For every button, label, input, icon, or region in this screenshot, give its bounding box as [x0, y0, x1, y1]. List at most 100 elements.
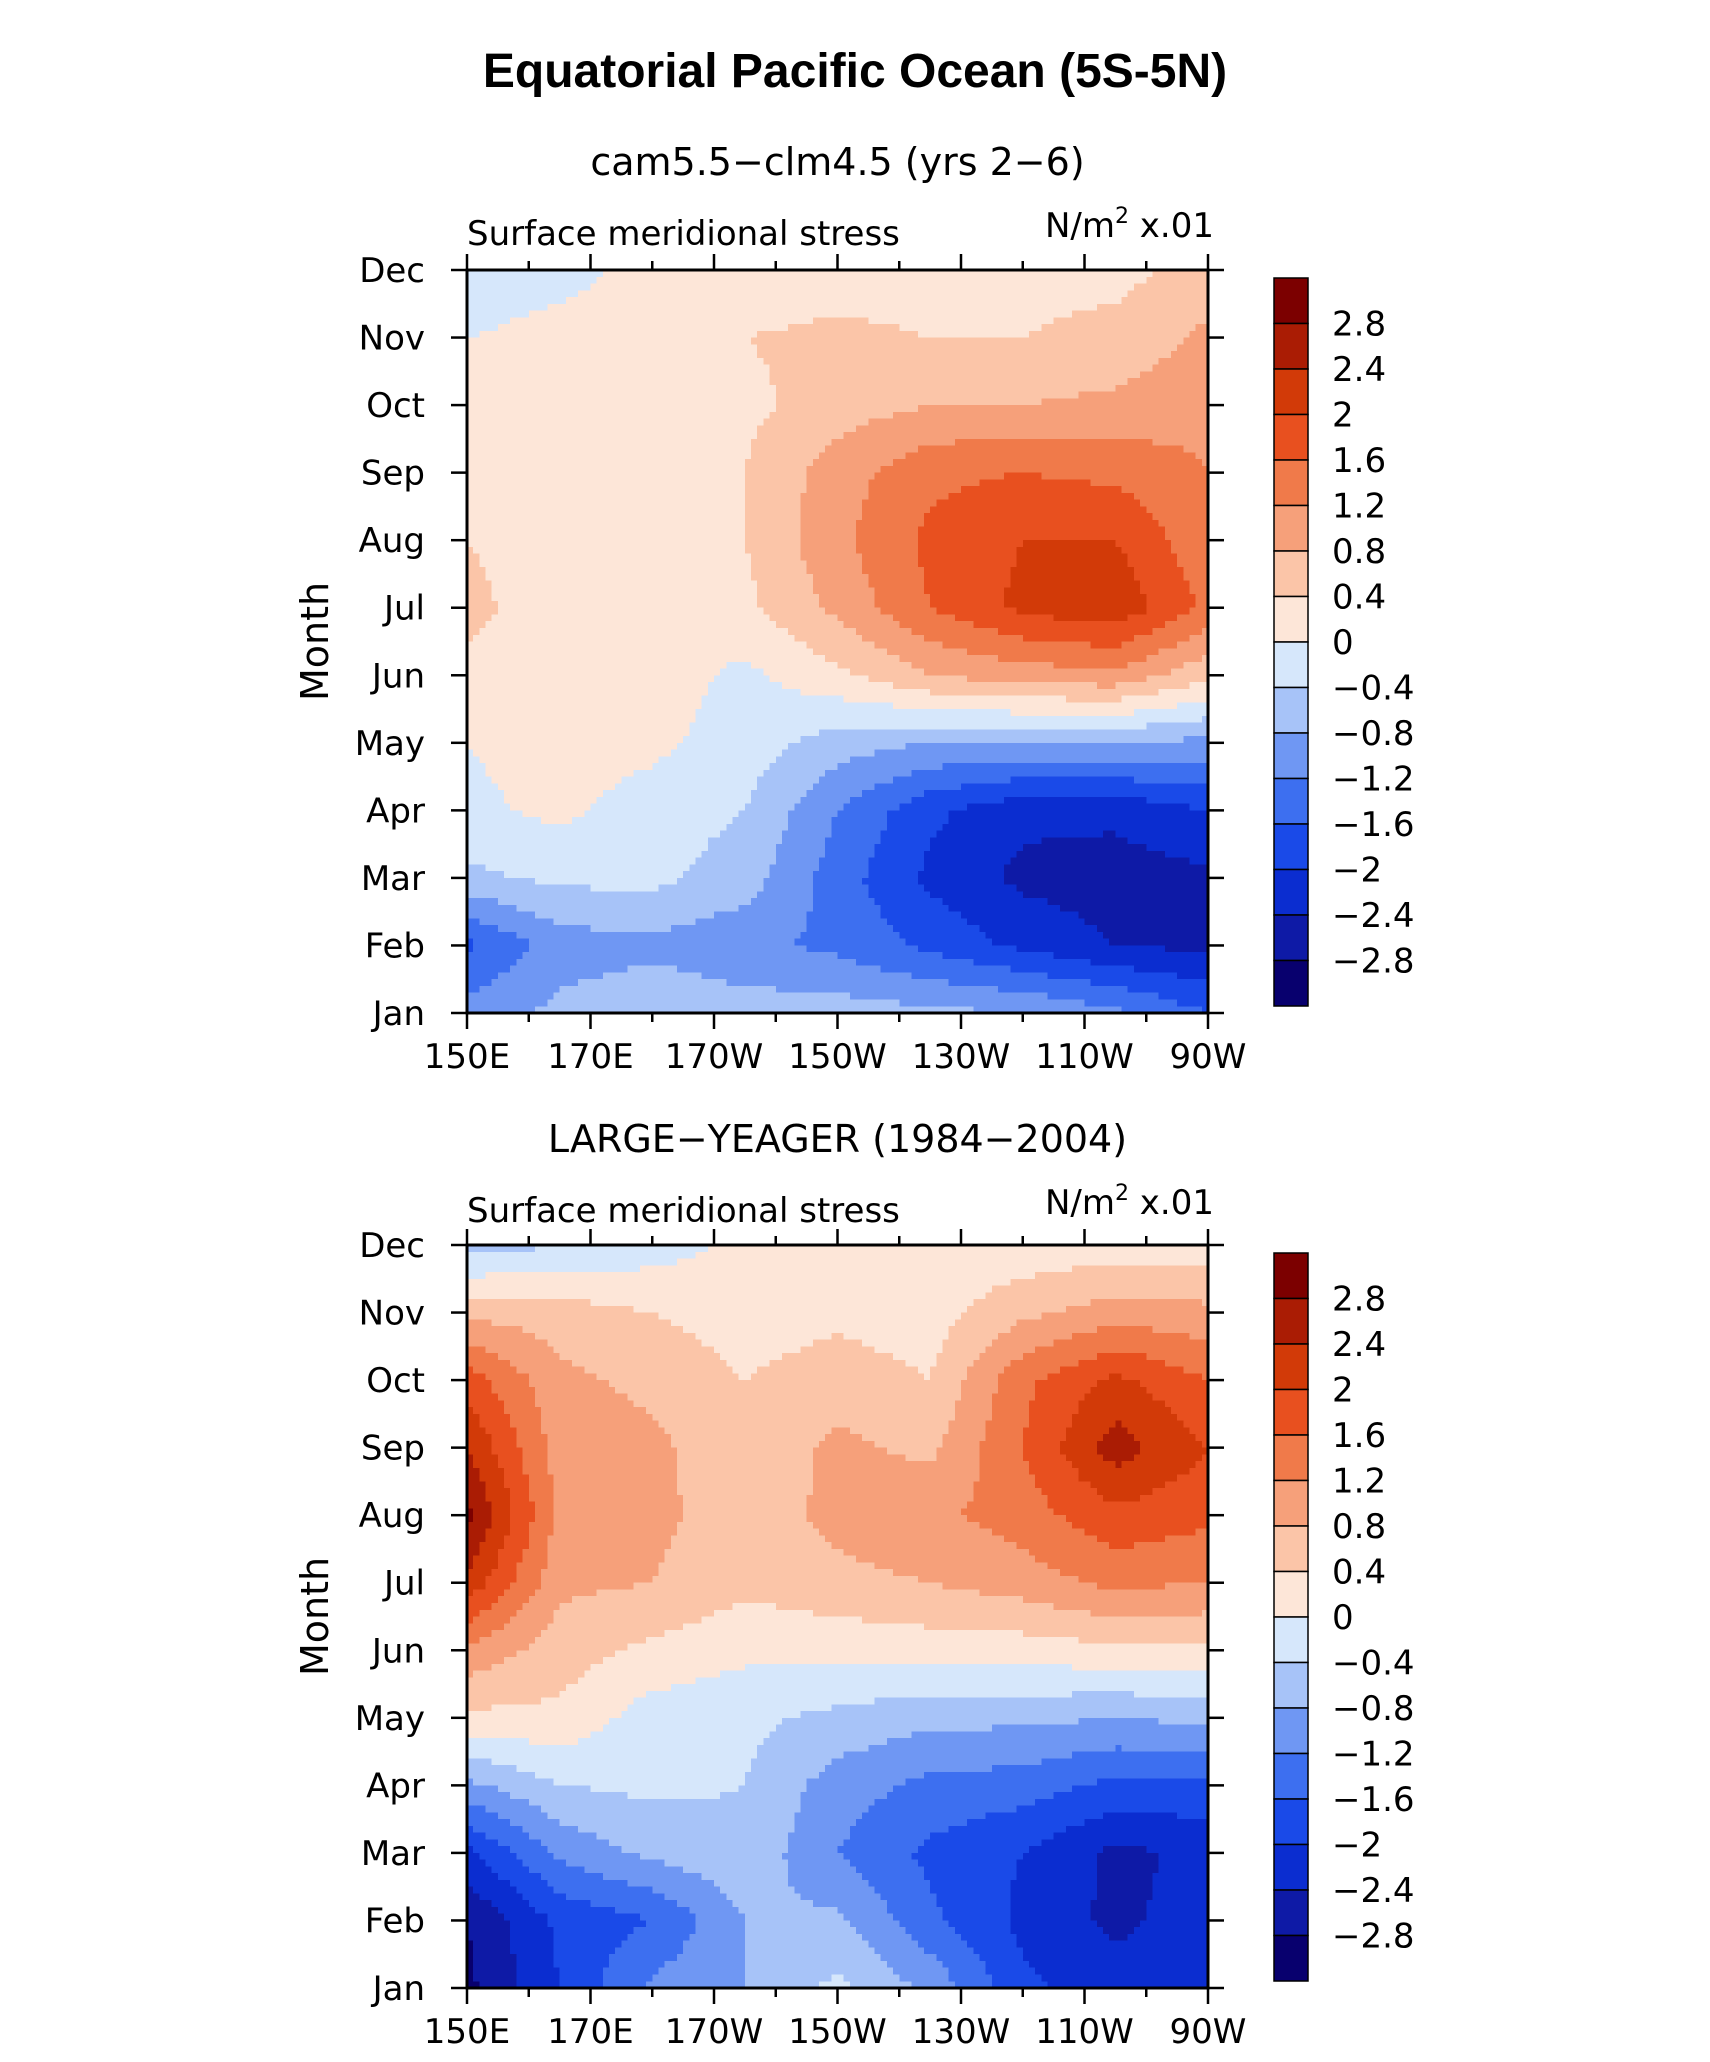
contour-cell: [862, 284, 869, 291]
contour-cell: [881, 284, 888, 291]
contour-cell: [1196, 371, 1203, 378]
contour-cell: [1152, 371, 1159, 378]
contour-cell: [967, 344, 974, 351]
contour-cell: [1004, 520, 1011, 527]
contour-cell: [621, 317, 628, 324]
contour-cell: [807, 527, 814, 534]
contour-cell: [887, 311, 894, 318]
contour-cell: [918, 378, 925, 385]
contour-cell: [998, 533, 1005, 540]
contour-cell: [949, 540, 956, 547]
contour-cell: [1196, 520, 1203, 527]
contour-cell: [671, 466, 678, 473]
contour-cell: [547, 277, 554, 284]
contour-cell: [1097, 385, 1104, 392]
contour-cell: [973, 378, 980, 385]
contour-cell: [634, 527, 641, 534]
contour-cell: [967, 365, 974, 372]
contour-cell: [1115, 284, 1122, 291]
contour-cell: [658, 324, 665, 331]
contour-cell: [1103, 405, 1110, 412]
contour-cell: [924, 392, 931, 399]
contour-cell: [479, 297, 486, 304]
contour-cell: [967, 304, 974, 311]
contour-cell: [992, 290, 999, 297]
contour-cell: [1109, 540, 1116, 547]
contour-cell: [572, 506, 579, 513]
contour-cell: [912, 527, 919, 534]
contour-cell: [1183, 459, 1190, 466]
contour-cell: [838, 284, 845, 291]
contour-cell: [683, 412, 690, 419]
contour-cell: [1017, 317, 1024, 324]
contour-cell: [838, 527, 845, 534]
contour-cell: [819, 452, 826, 459]
contour-cell: [597, 506, 604, 513]
contour-cell: [1023, 405, 1030, 412]
contour-cell: [788, 317, 795, 324]
contour-cell: [776, 392, 783, 399]
contour-cell: [628, 459, 635, 466]
contour-cell: [1047, 500, 1054, 507]
contour-cell: [1122, 439, 1129, 446]
contour-cell: [671, 311, 678, 318]
contour-cell: [584, 540, 591, 547]
contour-cell: [603, 452, 610, 459]
contour-cell: [1078, 284, 1085, 291]
contour-cell: [683, 533, 690, 540]
contour-cell: [689, 479, 696, 486]
contour-cell: [714, 452, 721, 459]
contour-cell: [1010, 297, 1017, 304]
contour-cell: [918, 419, 925, 426]
contour-cell: [702, 378, 709, 385]
contour-cell: [850, 479, 857, 486]
contour-cell: [1041, 473, 1048, 480]
contour-cell: [887, 439, 894, 446]
contour-cell: [498, 500, 505, 507]
contour-cell: [992, 324, 999, 331]
contour-cell: [955, 466, 962, 473]
contour-cell: [856, 486, 863, 493]
contour-cell: [912, 479, 919, 486]
contour-cell: [868, 344, 875, 351]
contour-cell: [739, 284, 746, 291]
contour-cell: [665, 371, 672, 378]
contour-cell: [621, 385, 628, 392]
contour-cell: [671, 520, 678, 527]
contour-cell: [1146, 358, 1153, 365]
contour-cell: [782, 324, 789, 331]
contour-cell: [560, 392, 567, 399]
contour-cell: [1109, 432, 1116, 439]
contour-cell: [628, 412, 635, 419]
contour-cell: [1171, 398, 1178, 405]
contour-cell: [1047, 506, 1054, 513]
contour-cell: [726, 520, 733, 527]
contour-cell: [1115, 520, 1122, 527]
contour-cell: [628, 520, 635, 527]
contour-cell: [547, 405, 554, 412]
contour-cell: [875, 425, 882, 432]
contour-cell: [720, 547, 727, 554]
contour-cell: [652, 331, 659, 338]
contour-cell: [794, 392, 801, 399]
contour-cell: [1171, 425, 1178, 432]
contour-cell: [967, 493, 974, 500]
contour-cell: [628, 540, 635, 547]
contour-cell: [1097, 513, 1104, 520]
contour-cell: [912, 425, 919, 432]
contour-cell: [689, 311, 696, 318]
contour-cell: [708, 486, 715, 493]
contour-cell: [899, 331, 906, 338]
contour-cell: [597, 392, 604, 399]
contour-cell: [547, 284, 554, 291]
contour-cell: [838, 344, 845, 351]
contour-cell: [856, 284, 863, 291]
contour-cell: [1177, 371, 1184, 378]
contour-cell: [646, 324, 653, 331]
contour-cell: [628, 513, 635, 520]
contour-cell: [1047, 284, 1054, 291]
contour-cell: [510, 493, 517, 500]
contour-cell: [936, 486, 943, 493]
contour-cell: [961, 351, 968, 358]
contour-cell: [1066, 466, 1073, 473]
